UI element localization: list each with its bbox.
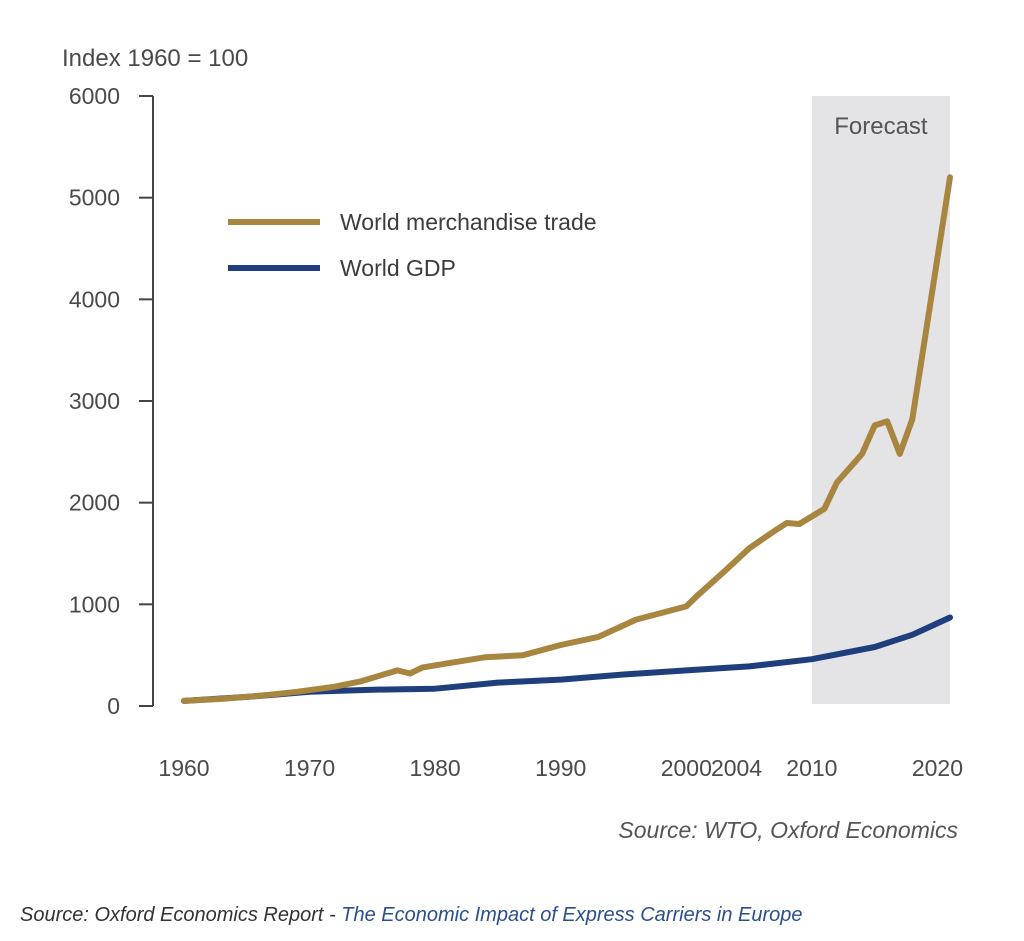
x-tick-label: 2000 [661,755,712,781]
legend: World merchandise trade World GDP [228,209,597,281]
series-layer [181,174,953,704]
legend-label: World merchandise trade [340,209,597,235]
x-tick-label: 1990 [535,755,586,781]
x-tick-label: 2004 [711,755,762,781]
x-tick-label: 2010 [786,755,837,781]
y-tick-label: 3000 [69,388,120,414]
report-link[interactable]: The Economic Impact of Express Carriers … [341,904,803,926]
footer-source: Source: Oxford Economics Report - The Ec… [20,904,803,927]
axes: 0 1000 2000 3000 4000 5000 6000 1960 1970 1980 199… [69,83,963,781]
y-tick-label: 2000 [69,490,120,516]
y-tick-label: 6000 [69,83,120,109]
chart: Forecast 0 1000 2000 3000 4000 5000 6000 1960 19… [62,45,963,843]
x-tick-label: 1980 [410,755,461,781]
chart-source-note: Source: WTO, Oxford Economics [618,817,958,843]
forecast-region [811,96,950,704]
forecast-label: Forecast [834,113,928,140]
series-line [181,174,953,704]
legend-label: World GDP [340,255,456,281]
y-tick-label: 5000 [69,185,120,211]
x-tick-label: 1960 [158,755,209,781]
y-tick-label: 4000 [69,286,120,312]
y-tick-label: 0 [107,693,120,719]
footer-prefix: Source: Oxford Economics Report - [20,904,342,926]
y-tick-label: 1000 [69,591,120,617]
x-tick-label: 1970 [284,755,335,781]
x-tick-label: 2020 [912,755,963,781]
y-axis-label: Index 1960 = 100 [62,45,248,72]
